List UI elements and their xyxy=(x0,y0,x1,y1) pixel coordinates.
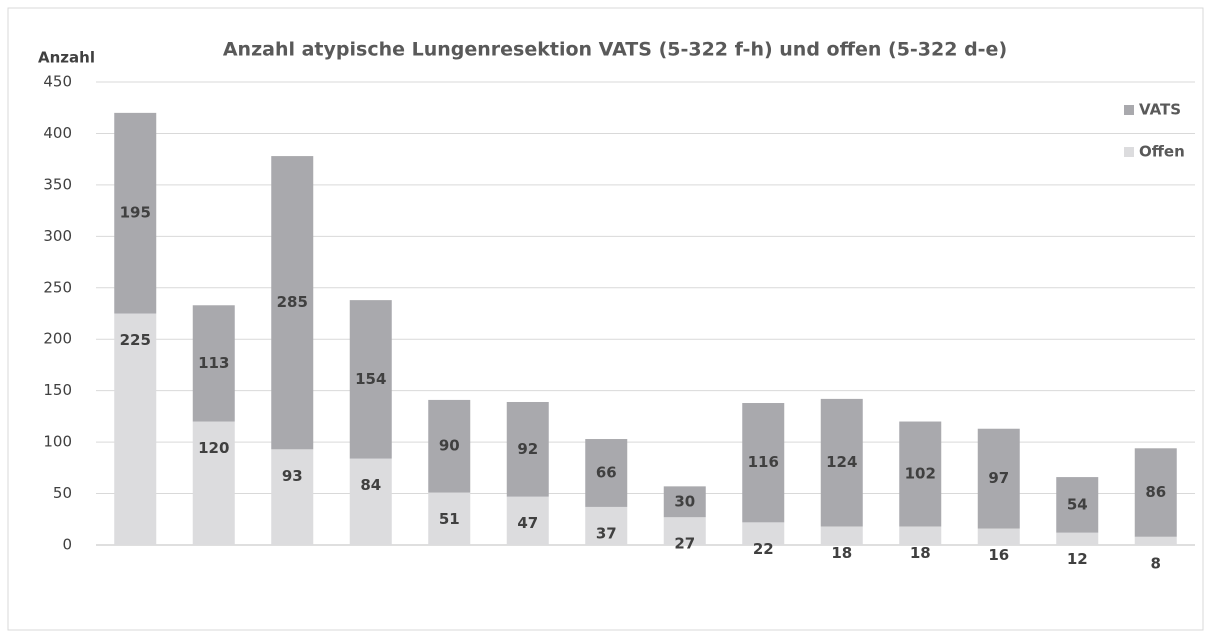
bar-segment xyxy=(428,492,471,545)
y-tick-label: 250 xyxy=(43,278,72,296)
bar-segment xyxy=(899,526,942,545)
bar-segment xyxy=(663,486,706,518)
bar-segment xyxy=(977,428,1020,529)
data-label: 86 xyxy=(1145,483,1166,501)
data-label: 51 xyxy=(439,510,460,528)
bar-segment xyxy=(271,449,314,545)
bar-segment xyxy=(585,506,628,545)
bar-segment xyxy=(1056,532,1099,545)
bar-segment xyxy=(192,421,235,545)
data-label: 30 xyxy=(674,492,695,510)
bar-segment xyxy=(663,517,706,545)
legend-label: Offen xyxy=(1139,143,1185,161)
y-tick-label: 150 xyxy=(43,381,72,399)
data-label: 195 xyxy=(120,204,151,222)
bar-segment xyxy=(114,112,157,314)
data-label: 16 xyxy=(988,546,1009,564)
data-label: 93 xyxy=(282,467,303,485)
legend-swatch xyxy=(1124,147,1134,157)
y-tick-label: 0 xyxy=(62,536,72,554)
data-label: 22 xyxy=(753,540,774,558)
bar-segment xyxy=(192,305,235,422)
bar-segment xyxy=(1134,448,1177,537)
data-label: 54 xyxy=(1067,495,1088,513)
bar-segment xyxy=(271,156,314,450)
data-label: 116 xyxy=(748,453,779,471)
data-label: 12 xyxy=(1067,550,1088,568)
y-tick-label: 450 xyxy=(43,73,72,91)
data-label: 102 xyxy=(905,465,936,483)
legend-label: VATS xyxy=(1139,101,1181,119)
y-tick-label: 200 xyxy=(43,330,72,348)
bar-segment xyxy=(114,313,157,545)
data-label: 37 xyxy=(596,524,617,542)
data-label: 66 xyxy=(596,463,617,481)
bar-segment xyxy=(349,300,392,459)
data-label: 225 xyxy=(120,331,151,349)
bar-segment xyxy=(506,496,549,545)
data-label: 97 xyxy=(988,469,1009,487)
data-label: 47 xyxy=(517,514,538,532)
data-label: 27 xyxy=(674,535,695,553)
bar-segment xyxy=(506,401,549,497)
y-tick-label: 100 xyxy=(43,433,72,451)
y-tick-label: 50 xyxy=(53,484,72,502)
data-label: 154 xyxy=(355,370,386,388)
bar-segment xyxy=(742,403,785,523)
legend-swatch xyxy=(1124,105,1134,115)
bar-segment xyxy=(1056,477,1099,533)
bar-segment xyxy=(585,439,628,507)
y-axis-label: Anzahl xyxy=(38,49,95,67)
chart-border xyxy=(7,7,1204,631)
bar-segment xyxy=(977,528,1020,545)
data-label: 18 xyxy=(831,544,852,562)
y-tick-label: 400 xyxy=(43,124,72,142)
data-label: 113 xyxy=(198,354,229,372)
y-tick-label: 350 xyxy=(43,175,72,193)
bar-segment xyxy=(428,399,471,493)
data-label: 18 xyxy=(910,544,931,562)
bar-segment xyxy=(349,458,392,545)
bar-segment xyxy=(820,398,863,527)
data-label: 285 xyxy=(277,293,308,311)
data-label: 90 xyxy=(439,437,460,455)
chart-title: Anzahl atypische Lungenresektion VATS (5… xyxy=(223,39,1007,61)
data-label: 84 xyxy=(360,476,381,494)
data-label: 92 xyxy=(517,440,538,458)
bar-segment xyxy=(899,421,942,527)
bar-segment xyxy=(742,522,785,545)
data-label: 8 xyxy=(1151,554,1161,572)
y-tick-label: 300 xyxy=(43,227,72,245)
data-label: 120 xyxy=(198,439,229,457)
data-label: 124 xyxy=(826,453,857,471)
bar-segment xyxy=(1134,536,1177,545)
bar-segment xyxy=(820,526,863,545)
